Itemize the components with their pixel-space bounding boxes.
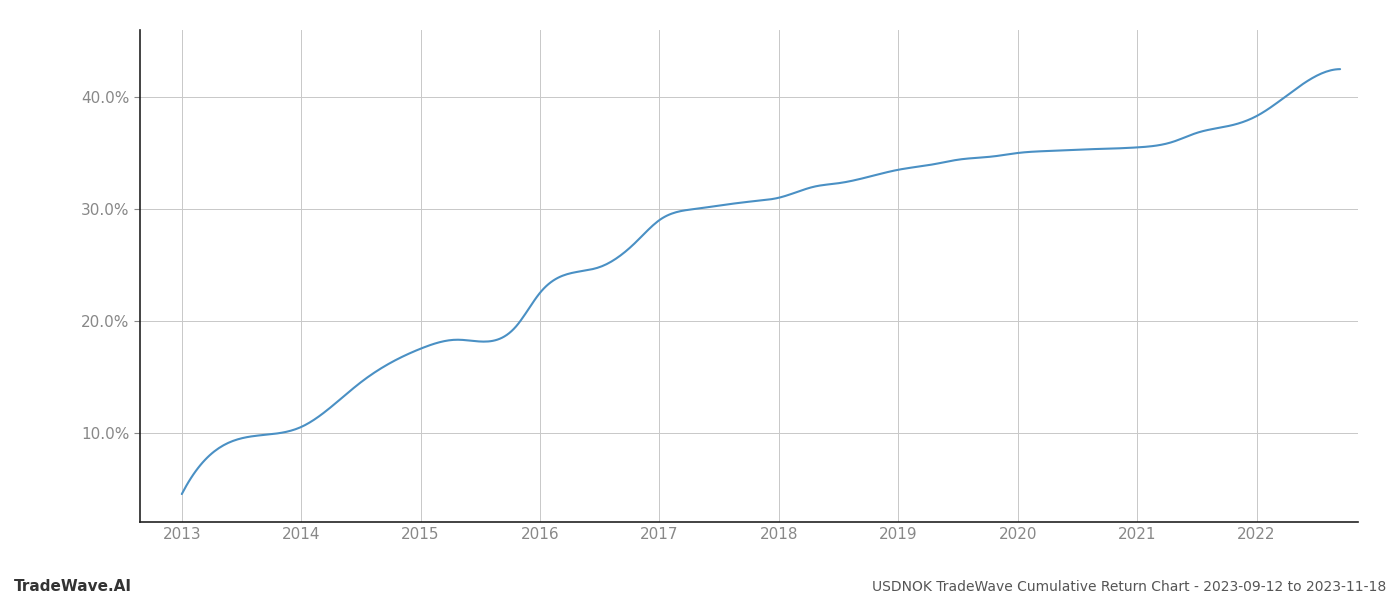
Text: TradeWave.AI: TradeWave.AI bbox=[14, 579, 132, 594]
Text: USDNOK TradeWave Cumulative Return Chart - 2023-09-12 to 2023-11-18: USDNOK TradeWave Cumulative Return Chart… bbox=[872, 580, 1386, 594]
